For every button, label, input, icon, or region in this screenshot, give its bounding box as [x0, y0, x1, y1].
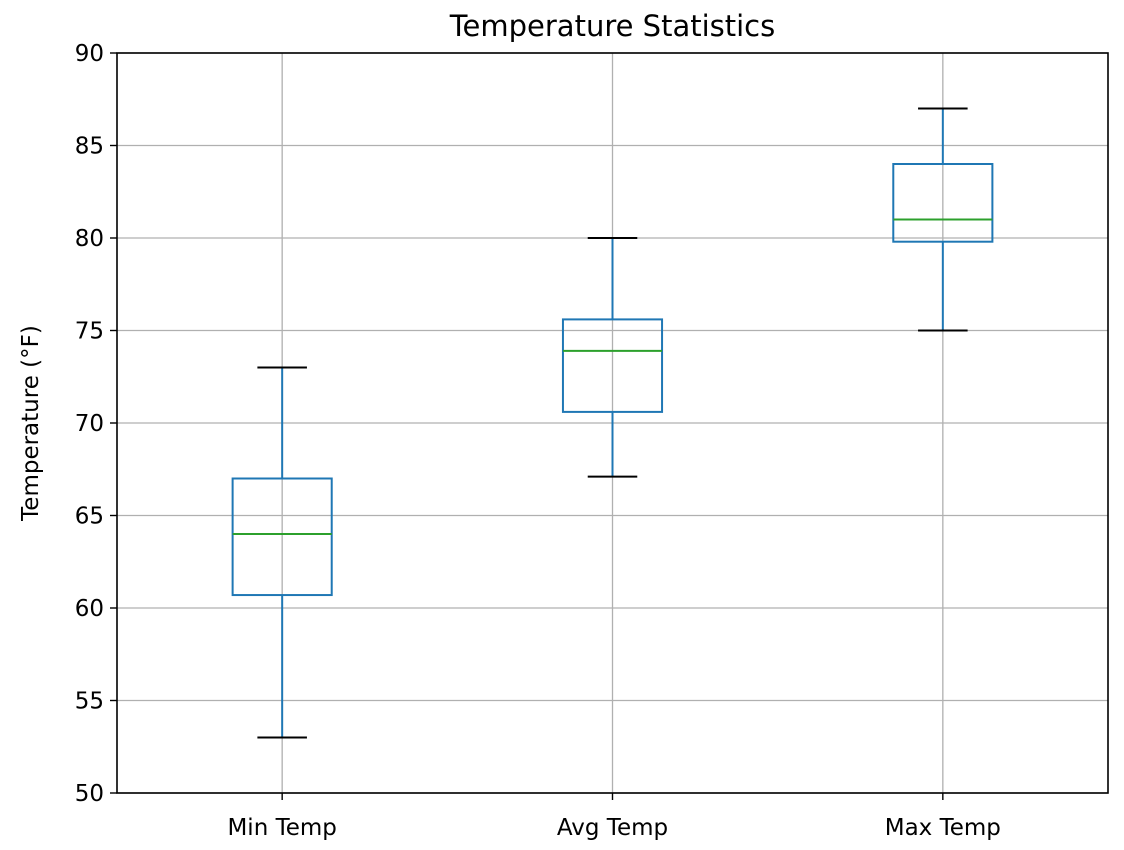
y-tick-label: 65: [75, 504, 104, 530]
x-tick-label: Min Temp: [227, 815, 336, 841]
iqr-box: [561, 318, 664, 413]
y-tick-label: 75: [75, 319, 104, 345]
box-series: [231, 107, 994, 739]
chart-title: Temperature Statistics: [449, 9, 776, 43]
box-max-temp: [892, 107, 994, 332]
y-axis-label: Temperature (°F): [18, 325, 44, 522]
x-tick-label: Max Temp: [885, 815, 1001, 841]
x-tick-label: Avg Temp: [557, 815, 668, 841]
box-avg-temp: [561, 237, 664, 478]
iqr-box: [231, 477, 333, 597]
y-tick-label: 60: [75, 596, 104, 622]
y-tick-label: 50: [75, 781, 104, 807]
iqr-box: [892, 163, 994, 243]
y-tick-label: 70: [75, 411, 104, 437]
axis-ticks: 50 55 60 65 70 75 80 85 90 Min Temp Avg Temp Max Te…: [75, 41, 1001, 841]
y-tick-label: 85: [75, 134, 104, 160]
y-tick-label: 90: [75, 41, 104, 67]
box-min-temp: [231, 366, 333, 739]
y-tick-label: 55: [75, 689, 104, 715]
y-tick-label: 80: [75, 226, 104, 252]
